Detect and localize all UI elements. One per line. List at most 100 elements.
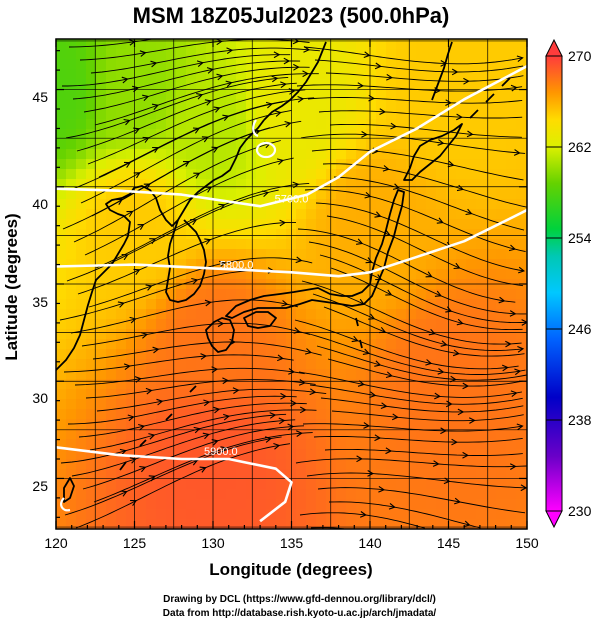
field-cell	[476, 249, 487, 260]
field-cell	[246, 49, 257, 60]
field-cell	[136, 139, 147, 150]
field-cell	[366, 209, 377, 220]
field-cell	[246, 139, 257, 150]
field-cell	[446, 179, 457, 190]
streamline-arrow	[271, 75, 279, 83]
field-cell	[266, 79, 277, 90]
field-cell	[236, 519, 247, 529]
streamline-arrow	[190, 219, 198, 226]
field-cell	[206, 259, 217, 270]
field-cell	[386, 399, 397, 410]
field-cell	[166, 489, 177, 500]
field-cell	[396, 109, 407, 120]
field-cell	[406, 489, 417, 500]
field-cell	[436, 479, 447, 490]
field-cell	[296, 109, 307, 120]
field-cell	[96, 289, 107, 300]
field-cell	[406, 49, 417, 60]
field-cell	[406, 269, 417, 280]
field-cell	[406, 149, 417, 160]
field-cell	[326, 319, 337, 330]
field-cell	[186, 519, 197, 529]
field-cell	[116, 229, 127, 240]
field-cell	[406, 119, 417, 130]
field-cell	[396, 489, 407, 500]
field-cell	[326, 149, 337, 160]
field-cell	[446, 409, 457, 420]
field-cell	[66, 119, 77, 130]
field-cell	[476, 69, 487, 80]
field-cell	[146, 349, 157, 360]
field-cell	[76, 289, 87, 300]
field-cell	[386, 39, 397, 50]
field-cell	[356, 139, 367, 150]
field-cell	[426, 249, 437, 260]
field-cell	[336, 139, 347, 150]
field-cell	[516, 169, 527, 180]
field-cell	[166, 169, 177, 180]
field-cell	[476, 39, 487, 50]
field-cell	[296, 309, 307, 320]
field-cell	[246, 99, 257, 110]
x-tick-labels: 120 125 130 135 140 145 150	[44, 535, 539, 551]
field-cell	[226, 299, 237, 310]
field-cell	[106, 129, 117, 140]
field-cell	[116, 329, 127, 340]
field-cell	[126, 519, 137, 529]
field-cell	[146, 319, 157, 330]
field-cell	[226, 329, 237, 340]
field-cell	[316, 499, 327, 510]
streamline-arrow	[216, 73, 224, 81]
field-cell	[446, 219, 457, 230]
field-cell	[196, 499, 207, 510]
field-cell	[136, 269, 147, 280]
field-cell	[56, 439, 67, 450]
field-cell	[246, 519, 257, 529]
field-cell	[316, 189, 327, 200]
field-cell	[376, 429, 387, 440]
field-cell	[516, 369, 527, 380]
field-cell	[486, 249, 497, 260]
field-cell	[96, 99, 107, 110]
field-cell	[406, 509, 417, 520]
field-cell	[366, 459, 377, 470]
field-cell	[396, 139, 407, 150]
field-cell	[166, 429, 177, 440]
field-cell	[416, 39, 427, 50]
field-cell	[316, 369, 327, 380]
field-cell	[66, 149, 77, 160]
streamline-arrow	[293, 327, 301, 334]
field-cell	[196, 339, 207, 350]
field-cell	[376, 69, 387, 80]
field-cell	[496, 269, 507, 280]
streamline-arrow	[445, 99, 452, 106]
field-cell	[476, 99, 487, 110]
field-cell	[256, 439, 267, 450]
field-cell	[136, 489, 147, 500]
field-cell	[76, 359, 87, 370]
field-cell	[116, 249, 127, 260]
field-cell	[76, 429, 87, 440]
field-cell	[366, 179, 377, 190]
field-cell	[426, 509, 437, 520]
field-cell	[386, 59, 397, 70]
streamline-arrow	[183, 161, 191, 167]
field-cell	[366, 129, 377, 140]
field-cell	[516, 259, 527, 270]
streamline-arrow	[226, 47, 234, 55]
field-cell	[306, 459, 317, 470]
streamline-arrow	[151, 103, 159, 110]
field-cell	[446, 119, 457, 130]
field-cell	[76, 239, 87, 250]
field-cell	[186, 189, 197, 200]
field-cell	[316, 399, 327, 410]
field-cell	[176, 469, 187, 480]
field-cell	[306, 449, 317, 460]
field-cell	[116, 189, 127, 200]
field-cell	[226, 259, 237, 270]
y-axis-title: Latitude (degrees)	[2, 213, 21, 360]
streamline-arrow	[133, 268, 141, 276]
field-cell	[246, 319, 257, 330]
field-cell	[416, 349, 427, 360]
field-cell	[336, 209, 347, 220]
